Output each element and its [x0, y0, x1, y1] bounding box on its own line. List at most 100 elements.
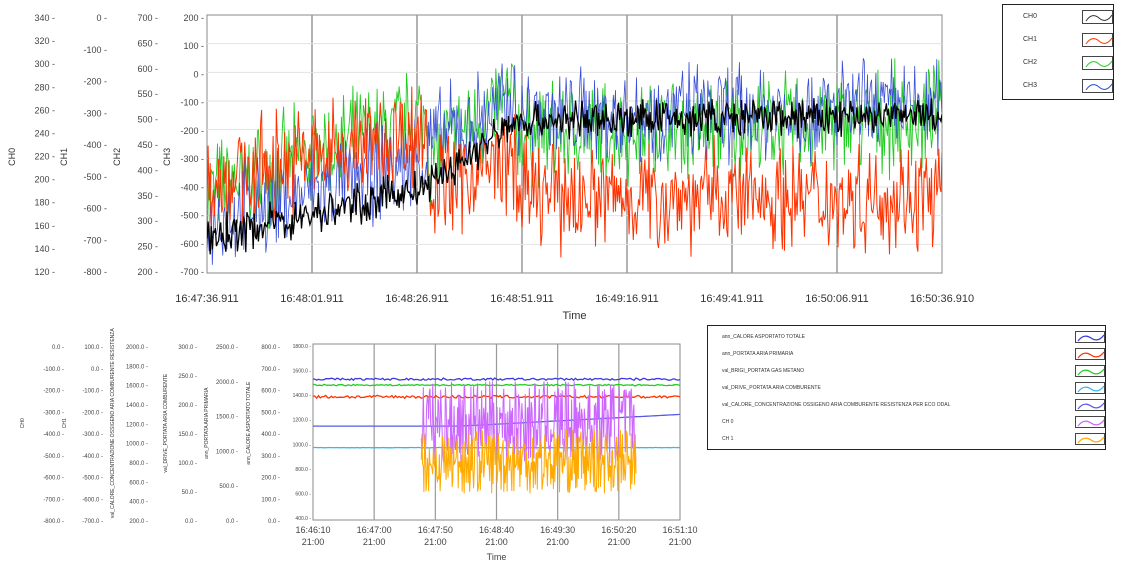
chart2-y-tick-label: -800.0 - [43, 519, 64, 525]
chart1-x-tick-label: 16:48:01.911 [280, 293, 343, 305]
chart1-x-tick-label: 16:49:41.911 [700, 293, 763, 305]
chart1-y-tick-label: 220 - [34, 152, 55, 162]
chart2-y-axis-label: CH1 [62, 418, 68, 428]
bottom-legend-label: ann_CALORE ASPORTATO TOTALE [722, 333, 805, 340]
top-legend-swatch [1082, 9, 1113, 24]
chart2-y-tick-label: 0.0 - [91, 367, 103, 373]
chart2-x-tick-label: 21:00 [546, 537, 569, 547]
chart1-y-tick-label: 240 - [34, 128, 55, 138]
chart2-x-tick-label: 21:00 [485, 537, 508, 547]
chart2-y-tick-label: 100.0 - [261, 497, 280, 503]
chart2-series-line [313, 377, 680, 382]
chart1-x-axis-label: Time [562, 310, 586, 322]
bottom-legend-entry: CH 1 [708, 430, 1105, 447]
chart2-y-tick-label: 500.0 - [219, 484, 238, 490]
chart2-y-tick-label: 0.0 - [52, 345, 64, 351]
chart1-y-tick-label: 0 - [193, 69, 204, 79]
chart2-y-axis-label: val_CALORE_CONCENTRAZIONE OSSIGENO ARIA … [110, 328, 116, 518]
chart2-x-tick-label: 16:48:40 [479, 525, 514, 535]
chart2-y-tick-label: 50.0 - [182, 490, 197, 496]
chart1-y-tick-label: 600 - [137, 64, 158, 74]
chart1-y-tick-label: 140 - [34, 244, 55, 254]
chart1-y-tick-label: -200 - [83, 77, 107, 87]
chart2-y-axis-label: val_DRIVE_PORTATA ARIA COMBURENTE [163, 373, 169, 472]
chart2-y-tick-label: -100.0 - [43, 367, 64, 373]
chart2-y-tick-label: -300.0 - [43, 410, 64, 416]
chart1-x-tick-label: 16:47:36.911 [175, 293, 238, 305]
chart2-y-tick-label: -500.0 - [43, 454, 64, 460]
top-legend-entry: CH1 [1003, 28, 1113, 51]
chart1-y-tick-label: 280 - [34, 82, 55, 92]
bottom-legend-label: CH 1 [722, 435, 734, 442]
chart2-main-y-tick-label: 1200.0 - [293, 418, 312, 424]
chart2-x-tick-label: 16:50:20 [601, 525, 636, 535]
chart1-y-tick-label: -500 - [180, 211, 204, 221]
chart1-y-tick-label: -500 - [83, 172, 107, 182]
chart2-y-tick-label: 700.0 - [261, 367, 280, 373]
bottom-legend-entry: val_DRIVE_PORTATA ARIA COMBURENTE [708, 379, 1105, 396]
top-legend-entry: CH0 [1003, 5, 1113, 28]
chart1-y-tick-label: -400 - [83, 140, 107, 150]
chart1-y-tick-label: 250 - [137, 242, 158, 252]
chart2-main-y-tick-label: 800.0 - [295, 467, 311, 473]
chart1-y-tick-label: 160 - [34, 221, 55, 231]
chart2-x-tick-label: 16:47:50 [418, 525, 453, 535]
chart2-x-tick-label: 21:00 [424, 537, 447, 547]
chart2-y-tick-label: 1600.0 - [126, 384, 148, 390]
chart1-x-tick-label: 16:49:16.911 [595, 293, 658, 305]
bottom-legend-entry: ann_CALORE ASPORTATO TOTALE [708, 328, 1105, 345]
chart1-y-tick-label: 0 - [96, 13, 107, 23]
chart2-y-tick-label: 250.0 - [178, 374, 197, 380]
chart1-y-tick-label: -600 - [180, 239, 204, 249]
chart1-x-tick-label: 16:48:26.911 [385, 293, 448, 305]
chart2-y-tick-label: 1200.0 - [126, 422, 148, 428]
chart2-series-line [420, 429, 637, 494]
chart2-x-tick-label: 21:00 [669, 537, 692, 547]
chart1-y-tick-label: -300 - [83, 108, 107, 118]
chart2-y-tick-label: 200.0 - [178, 403, 197, 409]
bottom-legend-label: CH 0 [722, 418, 734, 425]
chart2-x-tick-label: 16:49:30 [540, 525, 575, 535]
chart2-y-tick-label: 200.0 - [261, 476, 280, 482]
bottom-legend-swatch [1075, 398, 1105, 411]
chart1-y-tick-label: -700 - [180, 267, 204, 277]
chart1-y-tick-label: 340 - [34, 13, 55, 23]
chart2-y-tick-label: 0.0 - [185, 519, 197, 525]
chart1-series-line-red [207, 86, 942, 258]
top-legend-entry: CH2 [1003, 51, 1113, 74]
bottom-legend-swatch [1075, 381, 1105, 394]
chart2-y-tick-label: 1400.0 - [126, 403, 148, 409]
chart1-y-axis-label: CH1 [59, 148, 69, 166]
chart1-y-tick-label: 550 - [137, 89, 158, 99]
chart2-y-tick-label: 800.0 - [129, 461, 148, 467]
chart1-y-tick-label: -800 - [83, 267, 107, 277]
chart2-y-tick-label: 1500.0 - [216, 415, 238, 421]
bottom-legend-entry: CH 0 [708, 413, 1105, 430]
top-legend-swatch [1082, 32, 1113, 47]
chart2-series-group [313, 377, 680, 494]
top-legend: CH0 CH1 CH2 CH3 [1002, 4, 1114, 100]
chart2-y-tick-label: 300.0 - [261, 454, 280, 460]
chart2-y-tick-label: -600.0 - [43, 476, 64, 482]
chart2-y-tick-label: 600.0 - [129, 480, 148, 486]
chart2-main-y-tick-label: 1600.0 - [293, 369, 312, 375]
bottom-legend: ann_CALORE ASPORTATO TOTALE ann_PORTATA A… [707, 325, 1106, 450]
chart2-y-tick-label: -200.0 - [43, 389, 64, 395]
chart1-y-axis-label: CH3 [162, 148, 172, 166]
chart2-y-tick-label: -400.0 - [43, 432, 64, 438]
chart1-y-tick-label: 700 - [137, 13, 158, 23]
chart1-y-tick-label: 100 - [183, 41, 204, 51]
bottom-legend-swatch [1075, 330, 1105, 343]
chart2-y-tick-label: -600.0 - [82, 497, 103, 503]
chart2-y-tick-label: 100.0 - [178, 461, 197, 467]
chart1-y-tick-label: -300 - [180, 154, 204, 164]
bottom-legend-label: val_DRIVE_PORTATA ARIA COMBURENTE [722, 384, 821, 391]
chart2-y-tick-label: 2500.0 - [216, 345, 238, 351]
chart1-y-tick-label: 120 - [34, 267, 55, 277]
top-legend-label: CH3 [1023, 82, 1038, 89]
chart1-y-axis-label: CH2 [112, 148, 122, 166]
chart2-y-axis-label: ann_CALORE ASPORTATO TOTALE [246, 381, 252, 465]
chart1-y-tick-label: 200 - [137, 267, 158, 277]
top-legend-label: CH2 [1023, 59, 1038, 66]
bottom-legend-swatch [1075, 432, 1105, 445]
